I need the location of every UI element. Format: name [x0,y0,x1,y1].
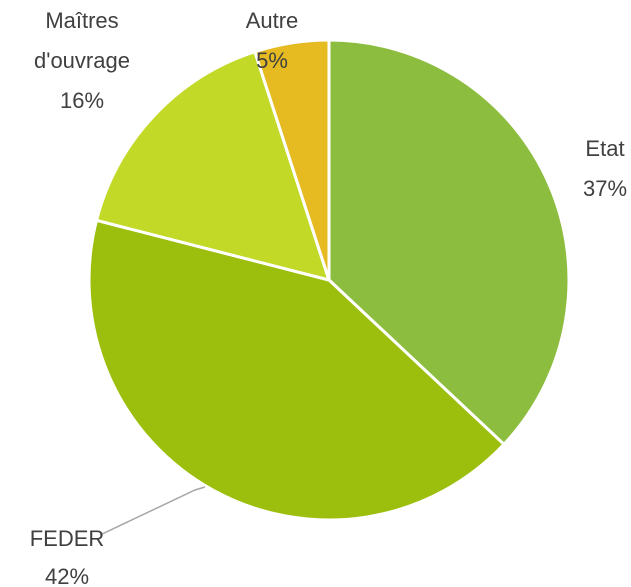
category-label: FEDER [30,526,105,551]
pie-slice [94,49,332,283]
value-label: 37% [583,176,627,201]
category-label: Etat [585,136,624,161]
leader-line [99,486,206,536]
value-label: 42% [45,564,89,587]
value-label: 5% [256,48,288,73]
category-label: Maîtres d'ouvrage [34,8,130,73]
category-label: Autre [246,8,299,33]
pie-slice [327,38,571,447]
pie-slice [252,38,331,281]
pie-slice [87,218,507,522]
value-label: 16% [60,88,104,113]
